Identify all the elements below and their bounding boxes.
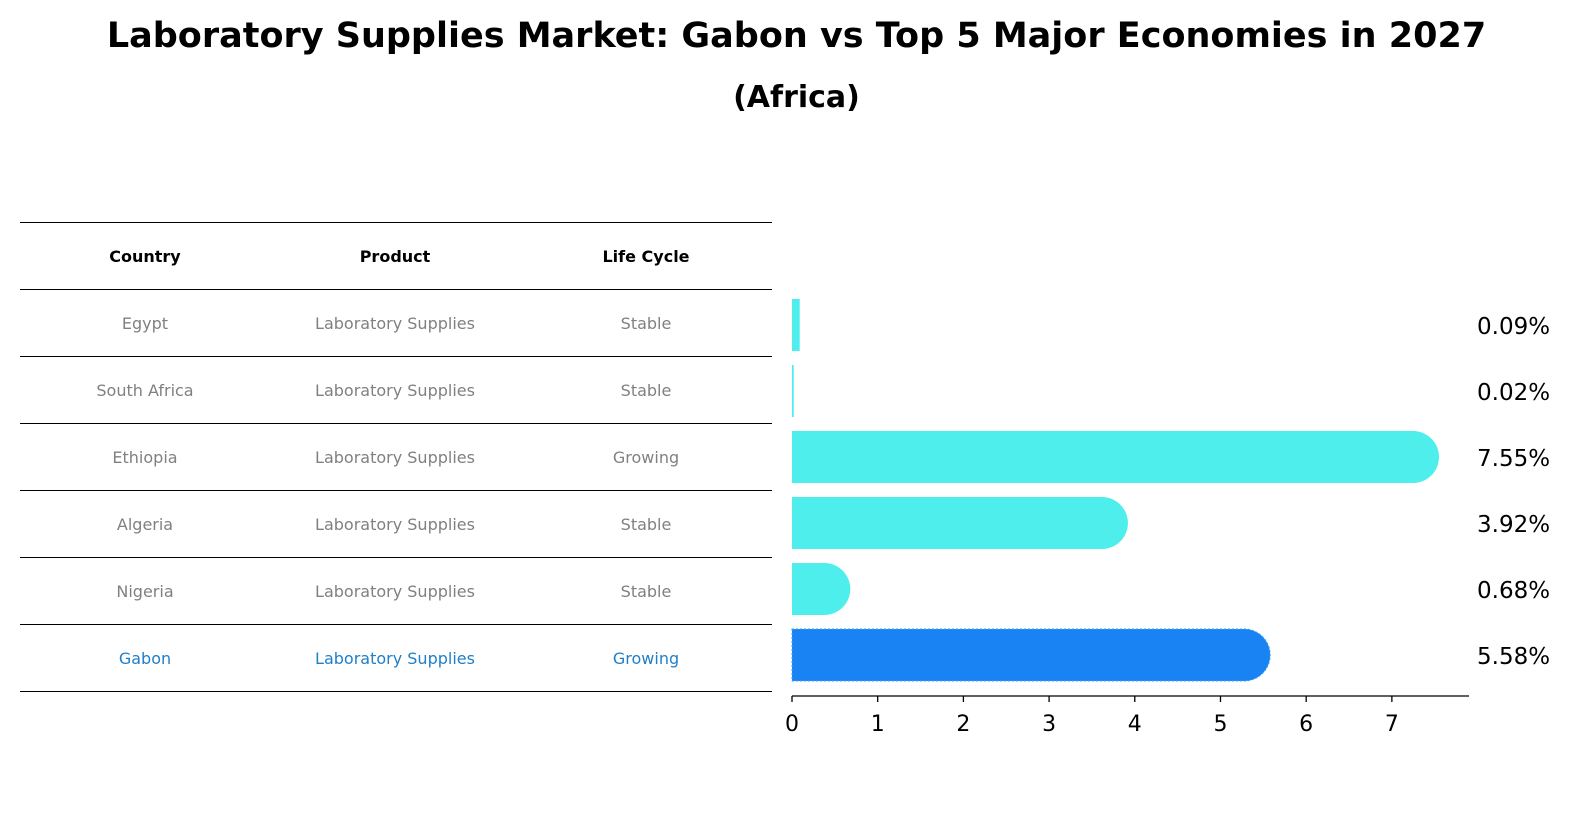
cell-product: Laboratory Supplies [315, 313, 475, 333]
x-tick-label: 4 [1128, 712, 1142, 737]
bar-algeria [792, 497, 1128, 549]
header-product: Product [359, 246, 431, 266]
value-label-ethiopia: 7.55% [1477, 446, 1550, 472]
cell-life-cycle: Growing [612, 648, 680, 668]
cell-life-cycle: Stable [620, 581, 672, 601]
cell-country: Gabon [118, 648, 172, 668]
bar-south-africa [792, 365, 794, 417]
value-label-south-africa: 0.02% [1477, 380, 1550, 406]
cell-product: Laboratory Supplies [315, 380, 475, 400]
chart-subtitle: (Africa) [733, 80, 860, 115]
table-row-highlighted: Gabon Laboratory Supplies Growing [20, 625, 772, 692]
cell-life-cycle: Stable [620, 380, 672, 400]
x-tick-label: 6 [1299, 712, 1313, 737]
cell-life-cycle: Stable [620, 313, 672, 333]
cell-product: Laboratory Supplies [315, 447, 475, 467]
x-tick-label: 1 [871, 712, 885, 737]
table-header-row: Country Product Life Cycle [20, 222, 772, 290]
table-row: Egypt Laboratory Supplies Stable [20, 290, 772, 357]
cell-product: Laboratory Supplies [315, 648, 475, 668]
value-label-egypt: 0.09% [1477, 314, 1550, 340]
cell-country: South Africa [96, 380, 194, 400]
bar-ethiopia [792, 431, 1440, 483]
bar-nigeria [792, 563, 851, 615]
cell-country: Algeria [116, 514, 174, 534]
x-tick-label: 3 [1042, 712, 1056, 737]
x-tick-label: 5 [1213, 712, 1227, 737]
header-country: Country [109, 246, 181, 266]
table-row: Nigeria Laboratory Supplies Stable [20, 558, 772, 625]
table-row: Ethiopia Laboratory Supplies Growing [20, 424, 772, 491]
table-row: South Africa Laboratory Supplies Stable [20, 357, 772, 424]
cell-product: Laboratory Supplies [315, 514, 475, 534]
x-tick-label: 0 [785, 712, 799, 737]
cell-country: Ethiopia [112, 447, 178, 467]
chart-title: Laboratory Supplies Market: Gabon vs Top… [106, 16, 1487, 56]
cell-product: Laboratory Supplies [315, 581, 475, 601]
data-table: Country Product Life Cycle Egypt Laborat… [20, 222, 772, 692]
cell-life-cycle: Stable [620, 514, 672, 534]
value-label-algeria: 3.92% [1477, 512, 1550, 538]
cell-country: Egypt [121, 313, 169, 333]
value-label-nigeria: 0.68% [1477, 578, 1550, 604]
x-tick-label: 7 [1385, 712, 1399, 737]
cell-country: Nigeria [116, 581, 174, 601]
header-life-cycle: Life Cycle [602, 246, 690, 266]
cell-life-cycle: Growing [612, 447, 680, 467]
bar-egypt [792, 299, 800, 351]
bar-gabon [791, 628, 1271, 682]
x-tick-label: 2 [956, 712, 970, 737]
value-label-gabon: 5.58% [1477, 644, 1550, 670]
table-row: Algeria Laboratory Supplies Stable [20, 491, 772, 558]
